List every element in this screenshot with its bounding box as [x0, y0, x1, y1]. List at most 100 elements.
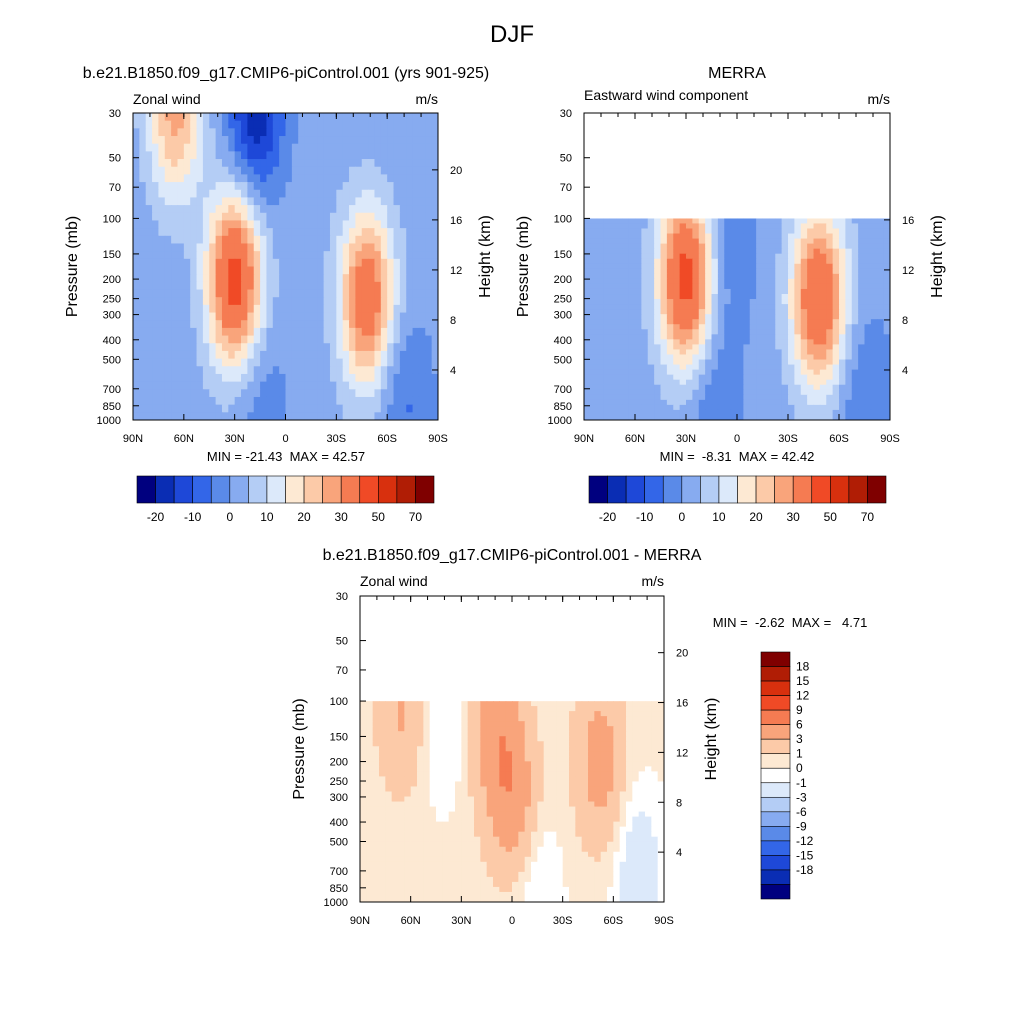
- obs-cell: [711, 228, 719, 235]
- model-cell: [393, 205, 401, 214]
- diff-cell: [531, 701, 538, 707]
- model-cell: [190, 228, 198, 237]
- obs-cell: [832, 384, 840, 391]
- obs-cell: [845, 273, 853, 280]
- obs-cell: [781, 339, 789, 346]
- obs-cell: [647, 349, 655, 356]
- obs-cell: [730, 384, 738, 391]
- obs-cell: [647, 409, 655, 416]
- diff-cell: [512, 751, 519, 757]
- model-cell: [241, 243, 248, 252]
- obs-cell: [768, 309, 776, 315]
- obs-cell: [762, 384, 770, 391]
- model-cell: [329, 396, 337, 406]
- model-cell: [349, 197, 356, 206]
- obs-cell: [877, 384, 885, 391]
- model-cell: [152, 366, 160, 375]
- obs-cell: [858, 238, 866, 245]
- model-cell: [234, 143, 242, 152]
- obs-cell: [673, 409, 681, 416]
- obs-cell: [749, 299, 757, 305]
- obs-cell: [737, 278, 744, 285]
- diff-cell: [455, 741, 462, 747]
- model-cell: [228, 304, 236, 314]
- obs-cell: [800, 404, 808, 411]
- obs-cell: [692, 319, 700, 325]
- model-cell: [145, 274, 153, 283]
- model-cell: [145, 389, 153, 398]
- model-cell: [412, 389, 420, 398]
- obs-ytick-label: 700: [554, 384, 572, 396]
- obs-cell: [832, 319, 840, 325]
- diff-cell: [467, 706, 475, 712]
- model-cell: [152, 197, 160, 206]
- obs-cell: [609, 223, 617, 230]
- diff-cell: [505, 756, 513, 762]
- model-cell: [158, 251, 166, 260]
- obs-cell: [845, 283, 853, 290]
- model-cell: [247, 266, 255, 275]
- diff-cell: [410, 726, 418, 732]
- model-cell: [158, 274, 166, 283]
- obs-cell: [813, 399, 821, 406]
- model-cell: [393, 358, 401, 367]
- model-cell: [228, 358, 236, 367]
- diff-cell: [607, 781, 614, 788]
- model-cell: [285, 159, 293, 168]
- diff-cell: [613, 751, 621, 757]
- diff-cell: [518, 751, 526, 757]
- model-cell: [221, 327, 229, 337]
- obs-cell: [883, 294, 890, 300]
- obs-cell: [768, 253, 776, 260]
- model-y2tick-label: 16: [450, 215, 462, 227]
- model-cell: [209, 297, 217, 306]
- model-cell: [298, 327, 306, 337]
- obs-cell: [647, 258, 655, 265]
- model-cell: [177, 412, 185, 420]
- obs-cell: [737, 369, 744, 376]
- obs-cell: [749, 359, 757, 366]
- obs-cell: [826, 319, 834, 325]
- model-cell: [158, 304, 166, 314]
- model-cell: [291, 320, 299, 329]
- obs-cell: [826, 394, 834, 401]
- model-cell: [374, 136, 382, 145]
- model-cell: [361, 205, 369, 214]
- obs-cell: [705, 278, 713, 285]
- model-cell: [425, 358, 433, 367]
- diff-cell: [613, 741, 621, 747]
- diff-cell: [632, 731, 640, 737]
- model-cell: [285, 274, 293, 283]
- obs-cell: [794, 319, 802, 325]
- model-cell: [190, 297, 198, 306]
- diff-cell: [461, 711, 469, 717]
- diff-cell: [645, 771, 652, 778]
- obs-cell: [743, 294, 751, 300]
- obs-cell: [584, 283, 591, 290]
- obs-cell: [794, 339, 802, 346]
- obs-cell: [800, 294, 808, 300]
- obs-cell: [807, 334, 815, 340]
- obs-cell: [603, 283, 611, 290]
- model-cell: [266, 220, 274, 229]
- model-cell: [310, 312, 318, 321]
- obs-cell: [749, 314, 757, 320]
- diff-cell: [518, 771, 526, 778]
- diff-cell: [391, 736, 399, 742]
- obs-cell: [590, 409, 598, 416]
- model-cell: [425, 396, 433, 406]
- diff-cell: [581, 746, 589, 752]
- obs-cell: [737, 379, 744, 386]
- obs-cell: [800, 369, 808, 376]
- obs-cell: [679, 258, 687, 265]
- obs-cell: [615, 374, 623, 381]
- diff-cell: [581, 711, 589, 717]
- model-cell: [133, 396, 140, 406]
- model-cell: [387, 297, 395, 306]
- obs-cell: [698, 253, 706, 260]
- diff-cell: [442, 786, 450, 793]
- obs-cell: [858, 329, 866, 335]
- obs-cell: [679, 278, 687, 285]
- obs-cell: [839, 294, 846, 300]
- obs-cell: [858, 248, 866, 255]
